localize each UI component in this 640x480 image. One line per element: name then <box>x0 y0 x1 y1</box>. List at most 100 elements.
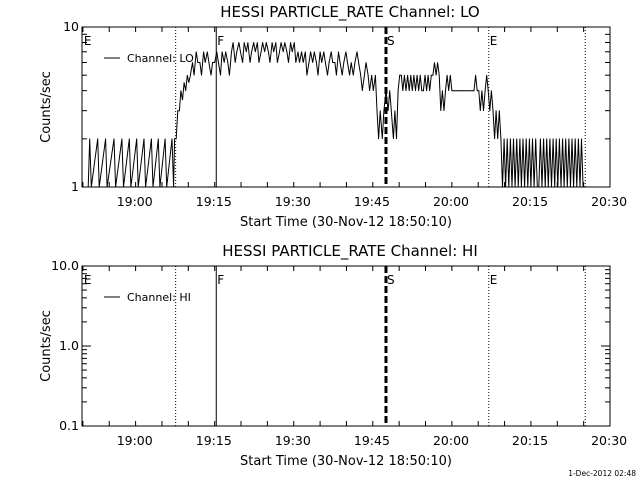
data-point-lo <box>454 90 456 92</box>
data-point-lo <box>199 62 201 63</box>
data-point-lo <box>269 62 271 63</box>
data-point-lo <box>470 90 472 92</box>
data-point-lo <box>183 82 185 83</box>
data-point-lo <box>578 138 579 140</box>
data-point-lo <box>249 62 251 63</box>
data-point-lo <box>495 110 497 112</box>
data-point-lo <box>173 186 175 188</box>
data-point-lo <box>336 74 337 76</box>
data-point-lo <box>533 186 535 188</box>
chart-title-lo: HESSI PARTICLE_RATE Channel: LO <box>220 3 479 22</box>
data-point-lo <box>565 138 567 140</box>
data-point-lo <box>405 90 407 92</box>
data-point-lo <box>123 186 124 188</box>
data-point-lo <box>481 90 483 92</box>
data-point-lo <box>106 186 108 188</box>
data-point-lo <box>517 186 519 188</box>
x-tick-label-lo: 20:00 <box>433 194 469 209</box>
data-point-lo <box>288 62 289 63</box>
data-point-lo <box>557 186 559 188</box>
panel-hi: HESSI PARTICLE_RATE Channel: HI 0.1 1.0 10… <box>39 242 627 469</box>
data-point-lo <box>399 74 401 76</box>
data-point-lo <box>206 51 208 53</box>
series-lo <box>87 42 586 188</box>
data-point-lo <box>465 90 467 92</box>
data-point-lo <box>143 138 145 140</box>
legend-label-lo: Channel: LO <box>127 52 194 65</box>
generated-timestamp: 1-Dec-2012 02:48 <box>568 469 636 478</box>
chart-title-hi: HESSI PARTICLE_RATE Channel: HI <box>222 242 478 261</box>
marker-label-hi: E <box>84 273 92 287</box>
data-point-lo <box>358 62 359 63</box>
data-point-lo <box>511 186 513 188</box>
data-point-lo <box>253 42 255 43</box>
data-point-lo <box>424 74 426 76</box>
data-point-lo <box>231 51 232 53</box>
data-point-lo <box>522 138 524 140</box>
data-point-lo <box>478 90 480 92</box>
axis-ticks-hi: 0.1 1.0 10.0 19:00 19:15 19:30 19:45 20:00 20:15… <box>51 258 627 448</box>
data-point-lo <box>375 74 376 76</box>
data-point-lo <box>345 51 347 53</box>
data-point-lo <box>554 186 556 188</box>
data-point-lo <box>175 138 177 140</box>
data-point-lo <box>579 186 581 188</box>
data-point-lo <box>280 42 282 43</box>
data-point-lo <box>396 138 397 140</box>
x-axis-label-lo: Start Time (30-Nov-12 18:50:10) <box>240 215 452 230</box>
data-point-lo <box>464 90 465 92</box>
data-point-lo <box>97 138 99 140</box>
x-tick-label-hi: 20:30 <box>591 433 627 448</box>
data-point-lo <box>400 74 402 76</box>
data-point-lo <box>543 138 544 140</box>
data-point-lo <box>492 110 494 112</box>
x-tick-label-hi: 19:15 <box>196 433 232 448</box>
plot-frame-hi <box>81 265 611 427</box>
data-point-lo <box>299 62 300 63</box>
data-point-lo <box>319 51 321 53</box>
data-point-lo <box>372 90 374 92</box>
data-point-lo <box>544 186 546 188</box>
data-point-lo <box>408 90 410 92</box>
data-point-lo <box>461 90 462 92</box>
data-point-lo <box>473 90 475 92</box>
data-point-lo <box>339 62 341 63</box>
data-point-lo <box>582 186 584 188</box>
data-point-lo <box>584 186 586 188</box>
data-point-lo <box>491 90 492 92</box>
data-point-lo <box>530 186 532 188</box>
data-point-lo <box>498 110 500 112</box>
data-point-lo <box>385 90 387 92</box>
data-point-lo <box>429 90 431 92</box>
data-point-lo <box>179 110 180 112</box>
data-point-lo <box>145 186 147 188</box>
data-point-lo <box>570 186 571 188</box>
data-point-lo <box>210 74 212 76</box>
data-point-lo <box>581 138 582 140</box>
data-point-lo <box>130 186 132 188</box>
y-tick-label-lo: 1 <box>71 179 79 194</box>
data-point-lo <box>223 62 225 63</box>
data-point-lo <box>560 186 562 188</box>
data-point-lo <box>415 90 416 92</box>
data-point-lo <box>89 138 91 140</box>
data-point-lo <box>381 138 383 140</box>
data-point-lo <box>327 74 328 76</box>
marker-label-lo: S <box>387 34 395 48</box>
data-point-lo <box>243 42 245 43</box>
y-axis-label-hi: Counts/sec <box>39 310 54 382</box>
data-point-lo <box>265 42 267 43</box>
x-tick-label-lo: 19:15 <box>196 194 232 209</box>
data-point-lo <box>310 51 311 53</box>
data-point-lo <box>236 51 238 53</box>
data-point-lo <box>238 42 240 43</box>
data-point-lo <box>426 90 427 92</box>
data-point-lo <box>427 74 429 76</box>
data-point-lo <box>402 90 404 92</box>
legend-lo: Channel: LO <box>104 52 194 65</box>
data-point-lo <box>486 74 488 76</box>
data-point-lo <box>419 74 421 76</box>
data-point-lo <box>212 62 214 63</box>
data-point-lo <box>350 62 352 63</box>
